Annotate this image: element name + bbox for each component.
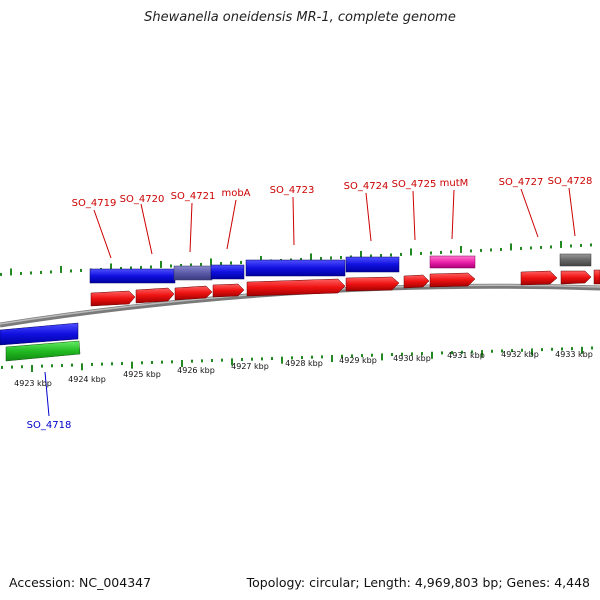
kbp-label: 4923 kbp — [14, 379, 52, 388]
gene-label[interactable]: SO_4723 — [270, 185, 315, 196]
kbp-label: 4924 kbp — [68, 375, 106, 384]
genome-summary-text: Topology: circular; Length: 4,969,803 bp… — [246, 575, 590, 590]
reverse-strand-track — [90, 269, 600, 307]
reverse-feature-arrow[interactable] — [135, 287, 175, 304]
kbp-label: 4929 kbp — [339, 356, 377, 365]
reverse-feature-arrow[interactable] — [560, 270, 592, 285]
reverse-feature-arrow[interactable] — [345, 276, 400, 292]
forward-feature-highlight[interactable] — [173, 265, 213, 281]
gene-label-layer: SO_4719 SO_4720 SO_4721 mobA SO_4723 SO_4724 S… — [27, 176, 593, 431]
forward-strand-track — [0, 253, 592, 346]
reverse-feature-arrow[interactable] — [520, 270, 558, 286]
gene-label[interactable]: SO_4724 — [344, 181, 389, 192]
reverse-feature-arrow[interactable] — [403, 274, 430, 289]
gene-label[interactable]: SO_4728 — [548, 176, 593, 187]
reverse-feature-arrow[interactable] — [429, 272, 476, 288]
kbp-label: 4928 kbp — [285, 359, 323, 368]
gene-label[interactable]: SO_4718 — [27, 420, 72, 431]
kbp-label-layer: 4923 kbp 4924 kbp 4925 kbp 4926 kbp 4927 kbp… — [14, 350, 593, 388]
forward-feature-arrow-left[interactable] — [0, 322, 79, 346]
label-leaders — [44, 187, 576, 417]
reverse-feature-arrow[interactable] — [593, 269, 600, 285]
outer-tick-track — [0, 240, 592, 276]
forward-feature-block[interactable] — [210, 264, 245, 280]
gene-label[interactable]: SO_4719 — [72, 198, 117, 209]
reverse-feature-arrow[interactable] — [212, 283, 245, 298]
gene-label[interactable]: SO_4720 — [120, 194, 165, 205]
gene-label[interactable]: mutM — [440, 178, 469, 189]
gene-label[interactable]: SO_4727 — [499, 177, 544, 188]
accession-text: Accession: NC_004347 — [9, 575, 152, 590]
reverse-feature-arrow[interactable] — [90, 290, 136, 307]
map-title: Shewanella oneidensis MR-1, complete gen… — [144, 10, 456, 25]
forward-feature-block[interactable] — [89, 268, 176, 284]
kbp-label: 4925 kbp — [123, 370, 161, 379]
rna-feature[interactable] — [429, 255, 476, 269]
other-feature[interactable] — [559, 253, 592, 267]
forward-feature-block[interactable] — [345, 256, 400, 273]
kbp-label: 4927 kbp — [231, 362, 269, 371]
kbp-label: 4932 kbp — [501, 350, 539, 359]
reverse-feature-arrow[interactable] — [174, 285, 213, 301]
kbp-label: 4933 kbp — [555, 350, 593, 359]
forward-feature-block[interactable] — [245, 259, 346, 277]
gene-label[interactable]: mobA — [221, 188, 250, 199]
kbp-label: 4926 kbp — [177, 366, 215, 375]
gene-label[interactable]: SO_4721 — [171, 191, 216, 202]
inner-tick-track — [1, 346, 593, 372]
kbp-label: 4931 kbp — [447, 351, 485, 360]
kbp-label: 4930 kbp — [393, 354, 431, 363]
reverse-feature-arrow[interactable] — [246, 278, 346, 297]
gene-label[interactable]: SO_4725 — [392, 179, 437, 190]
green-feature[interactable] — [5, 340, 81, 362]
